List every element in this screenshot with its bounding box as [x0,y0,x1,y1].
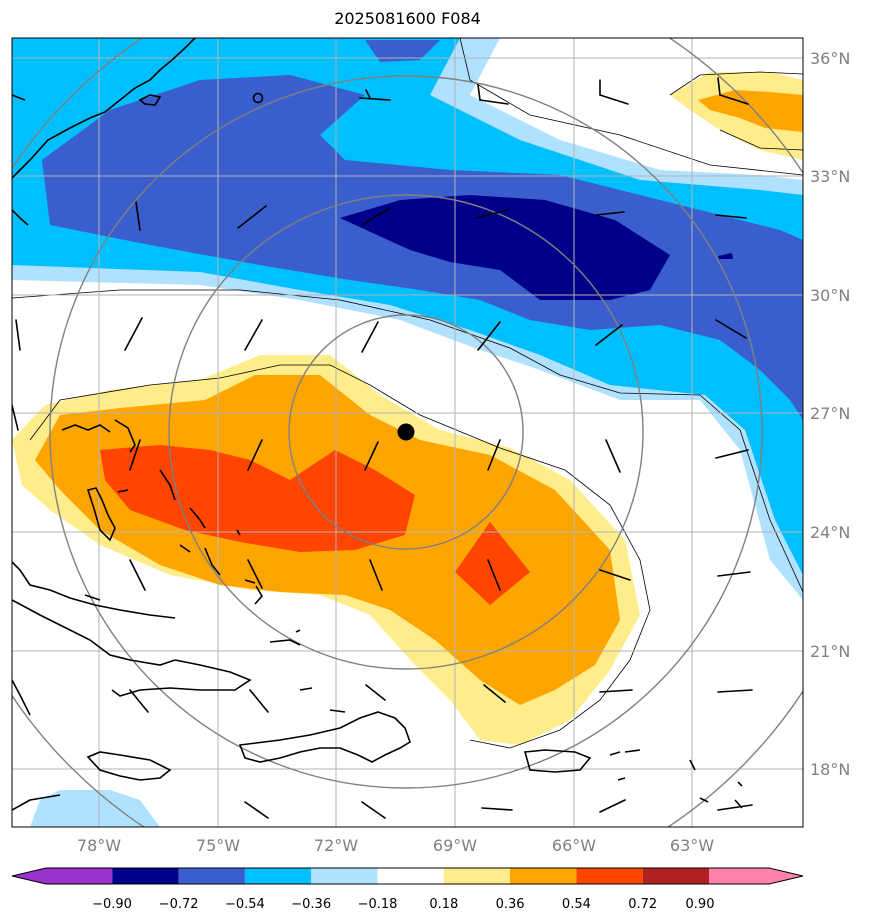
colorbar-cell [443,868,511,884]
gridlines [12,38,803,827]
lat-tick-label: 33°N [810,167,850,186]
colorbar-tick-label: −0.18 [358,897,398,912]
colorbar-cell [112,868,179,884]
longitude-labels: 78°W 75°W 72°W 69°W 66°W 63°W [77,836,714,855]
lat-tick-label: 21°N [810,642,850,661]
lat-tick-label: 18°N [810,760,850,779]
colorbar-cell [576,868,643,884]
colorbar-outline [11,867,804,885]
colorbar-tick-label: −0.54 [225,897,265,912]
lon-tick-label: 75°W [196,836,240,855]
colorbar-tick-label: 0.72 [628,897,657,912]
colorbar: −0.90 −0.72 −0.54 −0.36 −0.18 0.18 0.36 … [11,867,804,912]
lat-tick-label: 24°N [810,523,850,542]
colorbar-cell [510,868,577,884]
lon-tick-label: 63°W [670,836,714,855]
lon-tick-label: 69°W [433,836,477,855]
colorbar-tick-label: −0.72 [159,897,199,912]
colorbar-cell [46,868,113,884]
colorbar-tick-label: 0.36 [496,897,525,912]
lat-tick-label: 36°N [810,49,850,68]
contour-lines [12,38,803,749]
plot-title: 2025081600 F084 [334,9,481,28]
lon-tick-label: 66°W [552,836,596,855]
colorbar-tick-label: 0.54 [562,897,591,912]
lon-tick-label: 78°W [77,836,121,855]
coastlines [12,38,743,811]
lat-tick-label: 27°N [810,404,850,423]
colorbar-cell [178,868,245,884]
colorbar-tick-label: 0.18 [429,897,458,912]
colorbar-cell [311,868,378,884]
colorbar-cell [769,868,803,884]
colorbar-cell [12,868,46,884]
colorbar-cell [244,868,312,884]
colorbar-cell [642,868,709,884]
colorbar-tick-label: −0.90 [92,897,132,912]
lon-tick-label: 72°W [314,836,358,855]
lat-tick-label: 30°N [810,286,850,305]
colorbar-cell [709,868,769,884]
colorbar-tick-label: 0.90 [686,897,715,912]
negative-anomaly-shading [12,38,803,827]
latitude-labels: 36°N 33°N 30°N 27°N 24°N 21°N 18°N [810,49,850,779]
storm-center-marker [397,423,415,441]
colorbar-tick-label: −0.36 [291,897,331,912]
colorbar-cell [377,868,444,884]
wind-barbs [12,77,753,819]
map-frame [11,37,804,828]
